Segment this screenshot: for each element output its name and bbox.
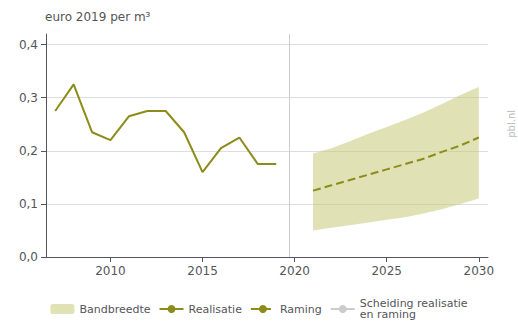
svg-text:pbl.nl: pbl.nl	[506, 110, 517, 138]
svg-text:0,2: 0,2	[19, 144, 38, 158]
svg-text:2015: 2015	[187, 264, 218, 278]
svg-text:2025: 2025	[371, 264, 402, 278]
svg-text:2020: 2020	[279, 264, 310, 278]
svg-text:Bandbreedte: Bandbreedte	[79, 303, 150, 316]
svg-text:Raming: Raming	[280, 303, 322, 316]
svg-text:0,1: 0,1	[19, 197, 38, 211]
svg-text:2010: 2010	[95, 264, 126, 278]
svg-text:2030: 2030	[464, 264, 495, 278]
svg-text:0,0: 0,0	[19, 250, 38, 264]
svg-text:euro 2019 per m³: euro 2019 per m³	[45, 10, 151, 24]
svg-text:0,4: 0,4	[19, 38, 38, 52]
svg-text:en raming: en raming	[360, 308, 416, 321]
svg-text:Scheiding realisatie: Scheiding realisatie	[359, 297, 468, 310]
svg-text:0,3: 0,3	[19, 91, 38, 105]
svg-text:Realisatie: Realisatie	[189, 303, 243, 316]
